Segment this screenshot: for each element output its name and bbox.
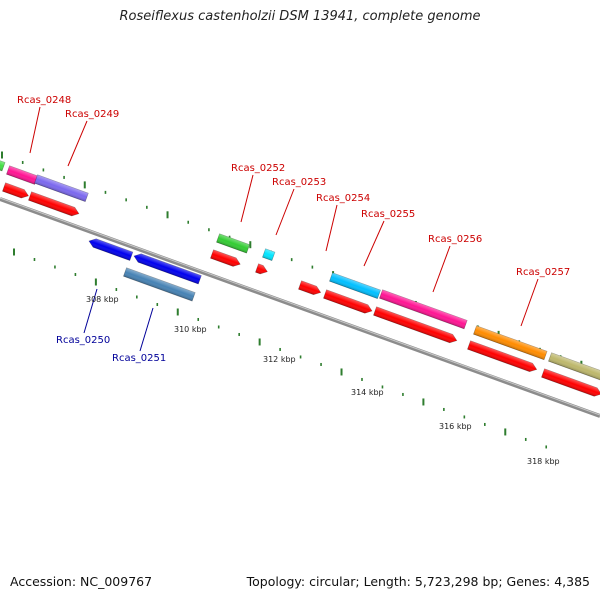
gene-label[interactable]: Rcas_0250: [56, 335, 110, 346]
gene-label[interactable]: Rcas_0253: [272, 177, 326, 188]
cds-red-0249[interactable]: [28, 191, 80, 218]
gene-label[interactable]: Rcas_0254: [316, 193, 370, 204]
cds-red-0248[interactable]: [2, 182, 30, 200]
label-leader-line: [67, 120, 88, 167]
gene-labels: Rcas_0248 Rcas_0249 Rcas_0252 Rcas_0253 Rcas…: [17, 95, 570, 364]
gene-rcas-0250-b[interactable]: [132, 252, 202, 285]
scale-label: 318 kbp: [527, 457, 560, 466]
cds-red-0255[interactable]: [323, 289, 373, 315]
scale-label: 312 kbp: [263, 355, 296, 364]
map-title: Roseiflexus castenholzii DSM 13941, comp…: [119, 9, 481, 24]
gene-label[interactable]: Rcas_0255: [361, 209, 415, 220]
gene-rcas-0248[interactable]: [6, 165, 39, 185]
label-leader-line: [29, 106, 41, 154]
gene-rcas-0249[interactable]: [34, 174, 89, 202]
cds-red-0256[interactable]: [373, 306, 458, 345]
genome-backbone: [0, 197, 600, 418]
gene-lime-left[interactable]: [0, 159, 6, 172]
scale-label: 308 kbp: [86, 295, 119, 304]
label-leader-line: [325, 204, 338, 252]
gene-rcas-0251[interactable]: [123, 267, 196, 302]
gene-label[interactable]: Rcas_0257: [516, 267, 570, 278]
label-leader-line: [83, 288, 98, 334]
label-leader-line: [363, 220, 385, 267]
genome-summary-text: Topology: circular; Length: 5,723,298 bp…: [246, 574, 590, 589]
accession-text: Accession: NC_009767: [10, 574, 153, 589]
cds-red-right[interactable]: [541, 368, 600, 399]
gene-rcas-0253[interactable]: [262, 248, 276, 262]
genome-backbone-highlight: [0, 197, 600, 416]
cds-red-0254[interactable]: [298, 280, 322, 297]
label-leader-lines: [29, 106, 539, 352]
label-leader-line: [432, 245, 451, 293]
scale-label: 314 kbp: [351, 388, 384, 397]
scale-labels: 308 kbp 310 kbp 312 kbp 314 kbp 316 kbp 318 k…: [86, 295, 560, 466]
cds-red-0252[interactable]: [210, 249, 241, 269]
gene-rcas-0255[interactable]: [329, 272, 381, 299]
gene-label[interactable]: Rcas_0249: [65, 109, 119, 120]
label-leader-line: [240, 174, 254, 223]
scale-label: 316 kbp: [439, 422, 472, 431]
gene-label[interactable]: Rcas_0252: [231, 163, 285, 174]
gene-rcas-0252[interactable]: [216, 233, 251, 254]
gene-label[interactable]: Rcas_0251: [112, 353, 166, 364]
label-leader-line: [139, 307, 154, 352]
gene-label[interactable]: Rcas_0256: [428, 234, 482, 245]
gene-label[interactable]: Rcas_0248: [17, 95, 71, 106]
cds-red-0253[interactable]: [255, 263, 268, 276]
scale-label: 310 kbp: [174, 325, 207, 334]
gene-features: [0, 159, 600, 399]
label-leader-line: [275, 188, 295, 236]
gene-khaki-right[interactable]: [548, 352, 600, 383]
cds-red-0257[interactable]: [467, 340, 538, 374]
gene-rcas-0257[interactable]: [473, 325, 548, 361]
gene-rcas-0250[interactable]: [87, 237, 134, 261]
label-leader-line: [520, 278, 539, 327]
gene-rcas-0256[interactable]: [379, 289, 468, 330]
